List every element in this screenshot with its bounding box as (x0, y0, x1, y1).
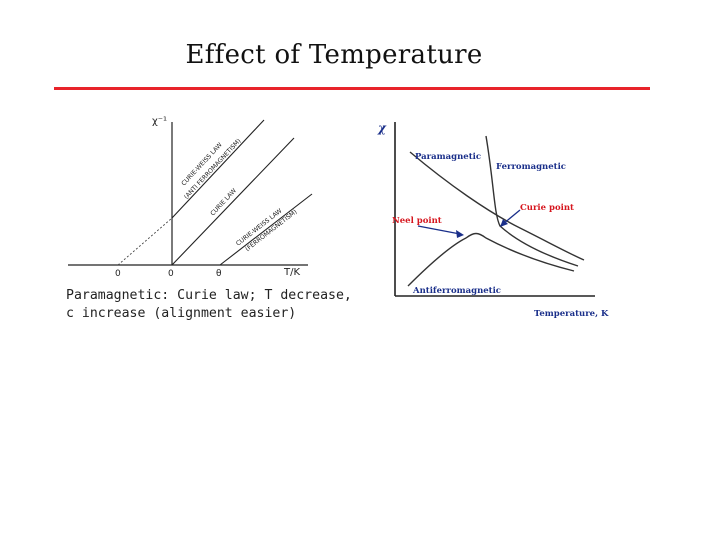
left-y-axis-label: χ⁻¹ (152, 116, 167, 127)
paramagnetic-label: Paramagnetic (415, 152, 481, 162)
curie-arrow-head (500, 219, 508, 227)
curie-weiss-ferro-line (219, 193, 313, 266)
tick-label-0-a: 0 (115, 269, 121, 279)
neel-point-arrow (417, 225, 461, 235)
curie-weiss-anti-line (171, 119, 265, 219)
antiferromagnetic-label: Antiferromagnetic (412, 286, 501, 296)
right-x-axis-label: Temperature, K (534, 309, 609, 319)
paramagnetic-curve (409, 151, 585, 261)
ferromagnetic-label: Ferromagnetic (496, 162, 566, 172)
right-susceptibility-diagram: χ Paramagnetic Ferromagnetic Curie point… (377, 121, 609, 319)
caption-line-2: c increase (alignment easier) (66, 306, 297, 321)
curie-law-line (171, 137, 295, 266)
caption-line-1: Paramagnetic: Curie law; T decrease, (66, 288, 352, 303)
ferromagnetic-curve (485, 135, 579, 267)
curie-law-label: CURIE LAW (209, 187, 238, 217)
left-x-axis-label: T/K (283, 267, 300, 278)
slide-title: Effect of Temperature (185, 40, 483, 70)
antiferromagnetic-curve (407, 232, 575, 287)
antiferro-extrapolation-dashed (117, 217, 173, 266)
right-y-axis-label: χ (377, 121, 387, 135)
left-susceptibility-diagram: χ⁻¹ T/K 0 0 θ CURIE-WEISS LAW (ANTI FERR… (68, 116, 313, 279)
tick-label-0-b: 0 (168, 269, 174, 279)
title-divider (54, 87, 650, 90)
neel-arrow-head (456, 230, 464, 238)
curie-point-label: Curie point (520, 203, 574, 213)
paramagnetic-caption: Paramagnetic: Curie law; T decrease, c i… (66, 287, 366, 323)
tick-label-theta: θ (216, 269, 222, 279)
neel-point-label: Neel point (392, 216, 442, 226)
curie-point-arrow (502, 209, 521, 225)
